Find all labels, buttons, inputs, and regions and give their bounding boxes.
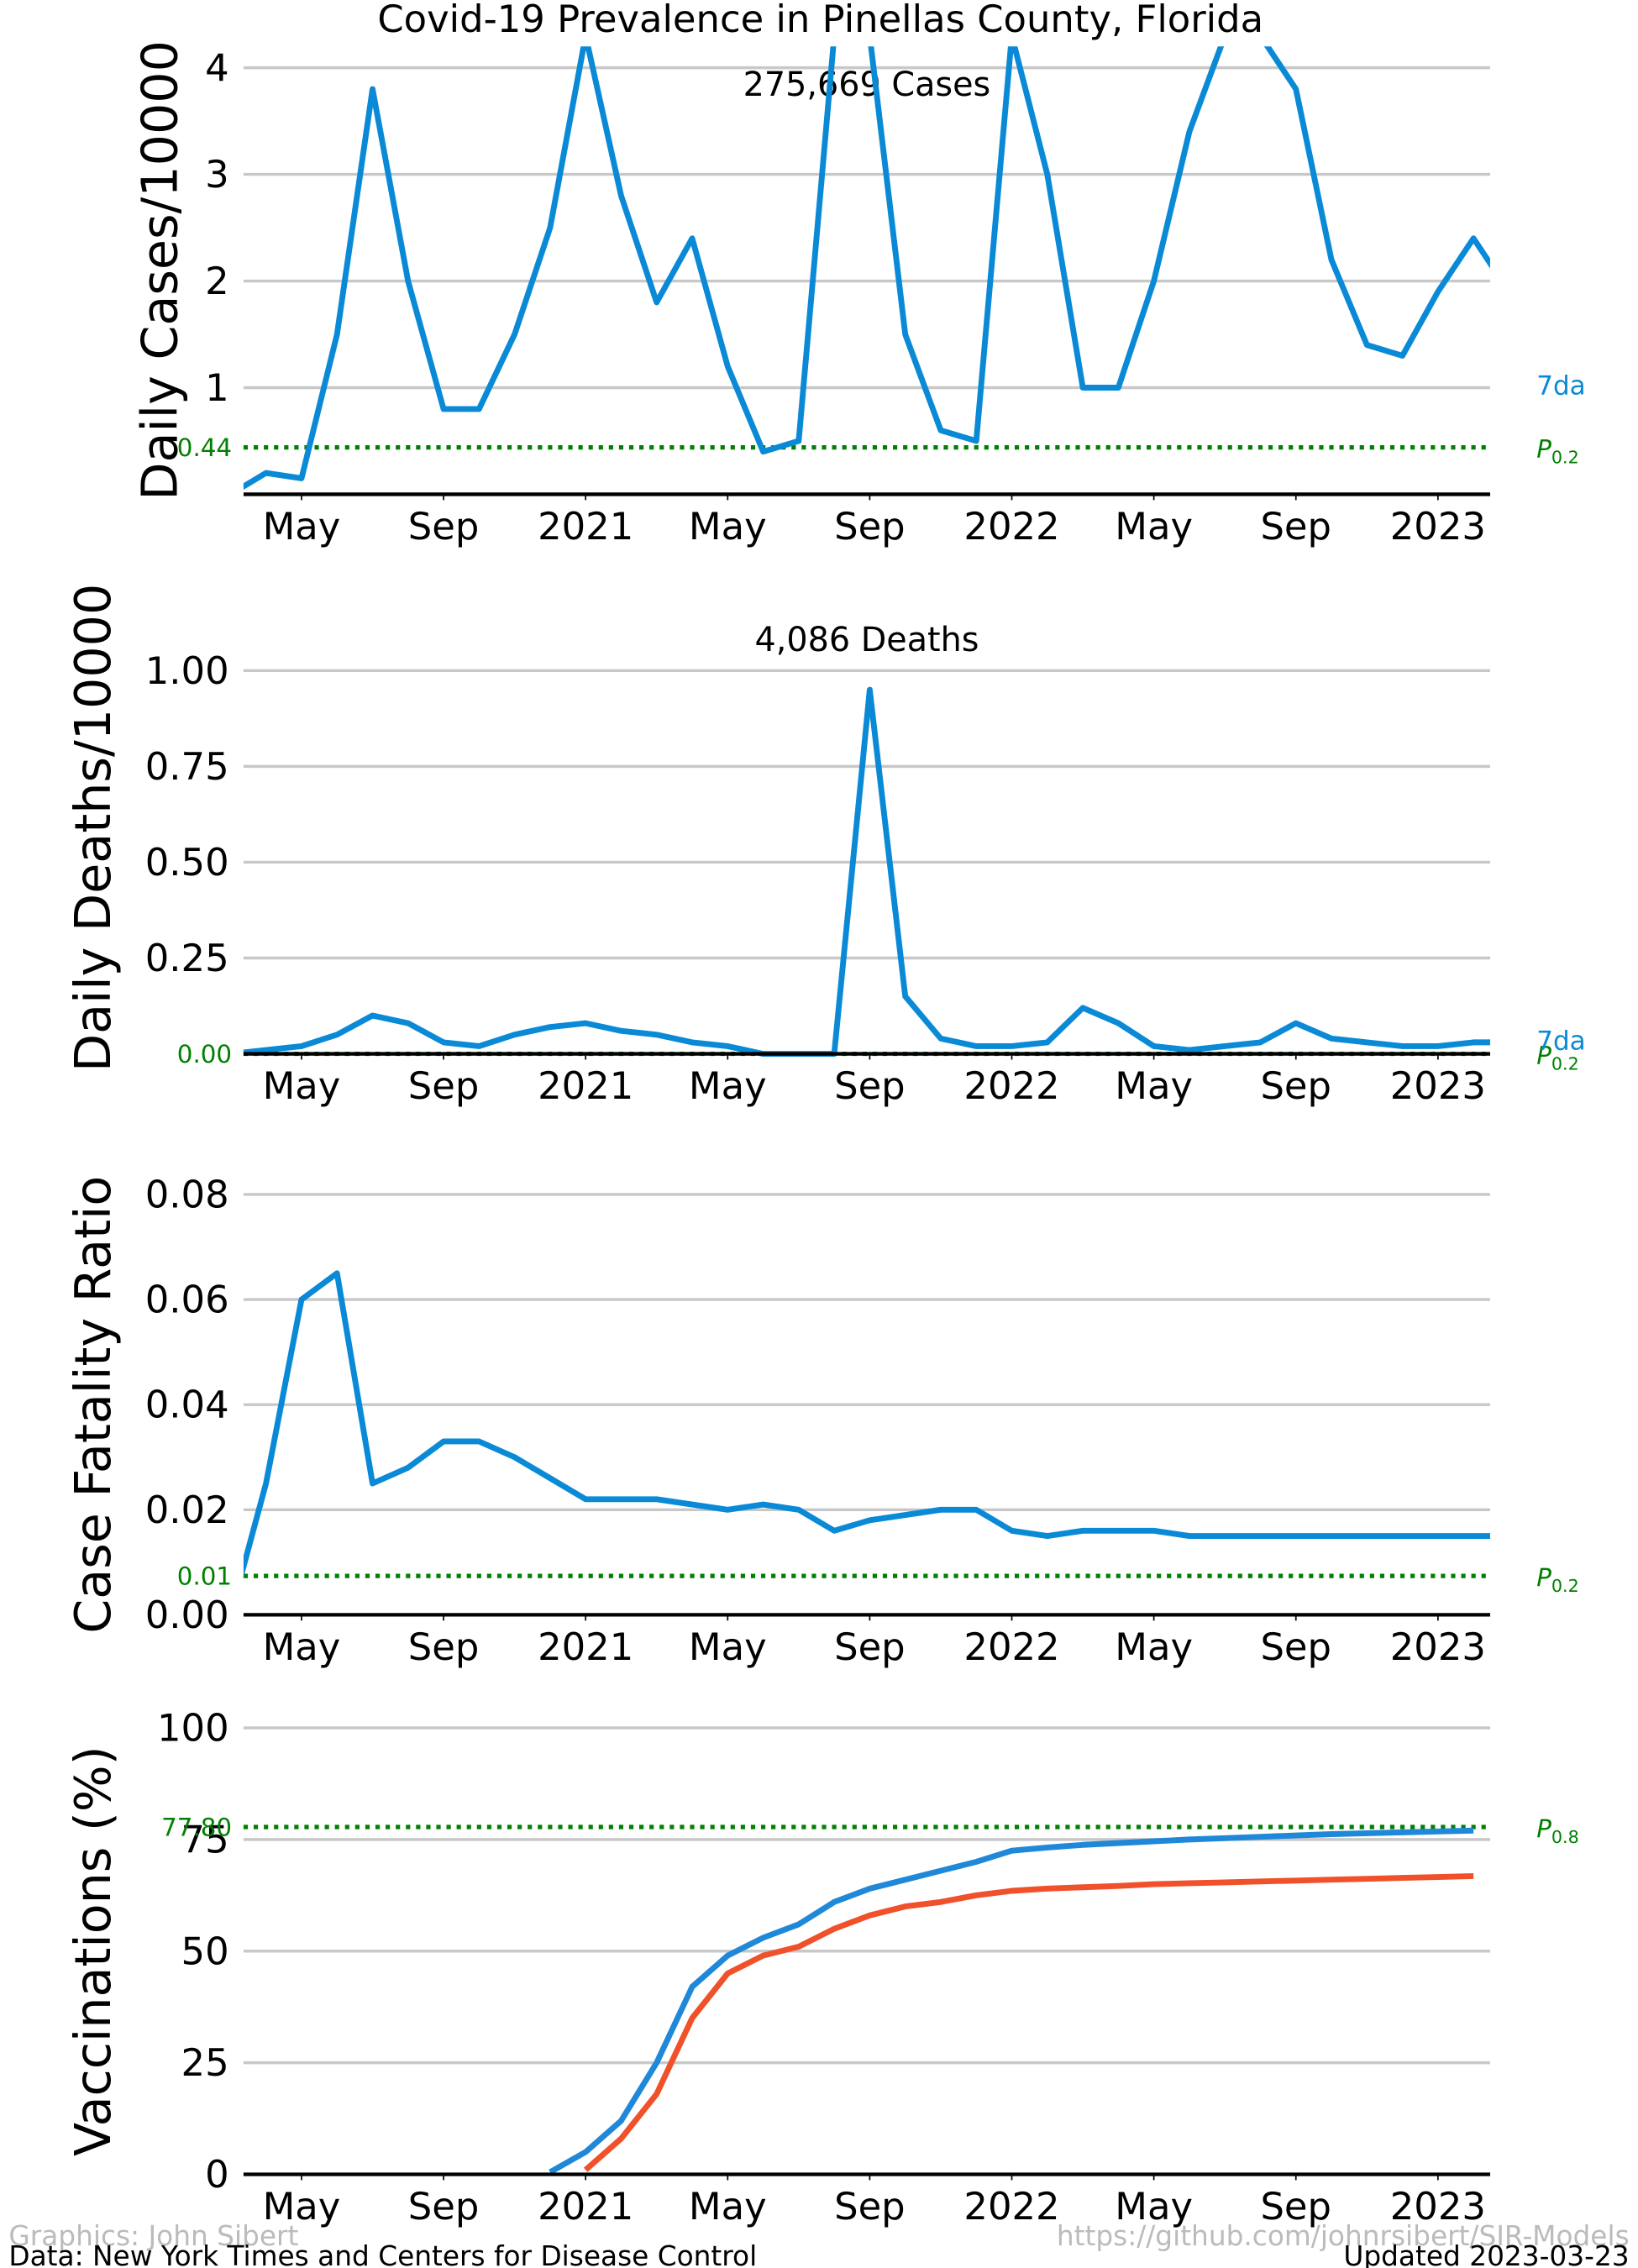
- series-line: [549, 1827, 1474, 2175]
- panel: Vaccinations (%) 0 25 50 75 100 May Sep 2021 May S…: [65, 1706, 1579, 2229]
- y-tick-label: 100: [157, 1706, 229, 1751]
- tag-main: P: [1536, 1563, 1551, 1592]
- y-axis-label: Vaccinations (%): [65, 1746, 122, 2157]
- title: Covid-19 Prevalence in Pinellas County, …: [377, 0, 1263, 41]
- x-tick-label: 2023: [1390, 2184, 1486, 2229]
- x-tick-label: May: [263, 504, 341, 549]
- threshold-label: 0.44: [177, 433, 232, 462]
- legend-label: 7da: [1536, 370, 1586, 401]
- annotation: 4,086 Deaths: [754, 621, 979, 659]
- x-tick-label: 2022: [963, 1063, 1059, 1108]
- y-tick-label: 0.25: [145, 936, 229, 980]
- updated: Updated 2023-03-23: [1343, 2240, 1629, 2268]
- tag-sub: 0.2: [1551, 448, 1579, 468]
- x-tick-label: Sep: [408, 1625, 480, 1669]
- y-tick-label: 0.02: [145, 1488, 229, 1532]
- panel: Case Fatality Ratio 0.00 0.02 0.04 0.06 0.08 M…: [65, 1172, 1579, 1668]
- threshold-label: 77.80: [161, 1813, 232, 1841]
- x-tick-label: May: [1115, 1625, 1193, 1669]
- tag-main: P: [1536, 1814, 1551, 1843]
- x-tick-label: Sep: [408, 2184, 480, 2229]
- tag-main: P: [1536, 435, 1551, 464]
- tag-sub: 0.8: [1551, 1827, 1579, 1847]
- x-tick-label: May: [263, 1625, 341, 1669]
- y-tick-label: 0.04: [145, 1383, 229, 1427]
- x-tick-label: 2023: [1390, 504, 1486, 549]
- x-tick-label: May: [689, 504, 767, 549]
- y-tick-label: 0.50: [145, 840, 229, 885]
- y-tick-label: 25: [181, 2040, 229, 2085]
- x-tick-label: Sep: [408, 1063, 480, 1108]
- x-tick-label: Sep: [1260, 1063, 1331, 1108]
- x-tick-label: Sep: [1260, 1625, 1331, 1669]
- y-axis-label: Daily Cases/10000: [132, 40, 189, 501]
- y-tick-label: 0.06: [145, 1278, 229, 1322]
- y-tick-label: 0: [205, 2152, 229, 2197]
- x-tick-label: 2022: [963, 1625, 1059, 1669]
- threshold-tag: P0.8: [1536, 1814, 1579, 1847]
- x-tick-label: Sep: [834, 504, 906, 549]
- x-tick-label: Sep: [1260, 2184, 1331, 2229]
- x-tick-label: Sep: [1260, 504, 1331, 549]
- x-tick-label: May: [263, 1063, 341, 1108]
- y-tick-label: 50: [181, 1929, 229, 1973]
- panel: Daily Cases/10000 1 2 3 4 May Sep 2021 May Sep 202…: [132, 40, 1586, 549]
- y-tick-label: 4: [205, 45, 229, 90]
- tag-sub: 0.2: [1551, 1576, 1579, 1596]
- x-tick-label: May: [689, 1625, 767, 1669]
- x-tick-label: 2022: [963, 2184, 1059, 2229]
- y-tick-label: 0.08: [145, 1172, 229, 1216]
- url: https://github.com/johnrsibert/SIR-Model…: [1057, 2220, 1630, 2252]
- series-line: [583, 1873, 1474, 2172]
- x-tick-label: Sep: [834, 1063, 906, 1108]
- series-line: [243, 46, 1490, 491]
- y-tick-label: 2: [205, 259, 229, 303]
- y-tick-label: 75: [181, 1817, 229, 1861]
- credit: Graphics: John Sibert: [8, 2220, 298, 2252]
- x-tick-label: May: [689, 2184, 767, 2229]
- x-tick-label: May: [1115, 504, 1193, 549]
- annotation: 275,669 Cases: [743, 66, 991, 104]
- x-tick-label: 2021: [538, 1625, 633, 1669]
- x-tick-label: 2021: [538, 504, 633, 549]
- x-tick-label: 2023: [1390, 1063, 1486, 1108]
- x-tick-label: 2021: [538, 1063, 633, 1108]
- x-tick-label: Sep: [834, 2184, 906, 2229]
- x-tick-label: Sep: [834, 1625, 906, 1669]
- x-tick-label: May: [1115, 1063, 1193, 1108]
- series-line: [243, 686, 1490, 1058]
- threshold-tag: P0.2: [1536, 1563, 1579, 1596]
- tag-sub: 0.2: [1551, 1054, 1579, 1074]
- x-tick-label: 2021: [538, 2184, 633, 2229]
- panel: Daily Deaths/10000 0.25 0.50 0.75 1.00 May Sep…: [65, 584, 1586, 1108]
- y-tick-label: 1.00: [145, 648, 229, 693]
- x-tick-label: 2022: [963, 504, 1059, 549]
- x-tick-label: 2023: [1390, 1625, 1486, 1669]
- x-tick-label: May: [689, 1063, 767, 1108]
- series-line: [243, 1270, 1490, 1578]
- threshold-tag: P0.2: [1536, 435, 1579, 468]
- y-axis-label: Case Fatality Ratio: [65, 1176, 122, 1634]
- source: Data: New York Times and Centers for Dis…: [8, 2240, 757, 2268]
- threshold-label: 0.00: [177, 1040, 232, 1068]
- x-tick-label: May: [263, 2184, 341, 2229]
- threshold-label: 0.01: [177, 1562, 232, 1590]
- threshold-tag: P0.2: [1536, 1042, 1579, 1074]
- x-tick-label: May: [1115, 2184, 1193, 2229]
- x-tick-label: Sep: [408, 504, 480, 549]
- y-tick-label: 0.75: [145, 744, 229, 789]
- y-tick-label: 3: [205, 152, 229, 197]
- legend-label: 7da: [1536, 1026, 1586, 1056]
- tag-main: P: [1536, 1042, 1551, 1070]
- y-tick-label: 0.00: [145, 1593, 229, 1637]
- y-axis-label: Daily Deaths/10000: [65, 584, 122, 1072]
- y-tick-label: 1: [205, 365, 229, 410]
